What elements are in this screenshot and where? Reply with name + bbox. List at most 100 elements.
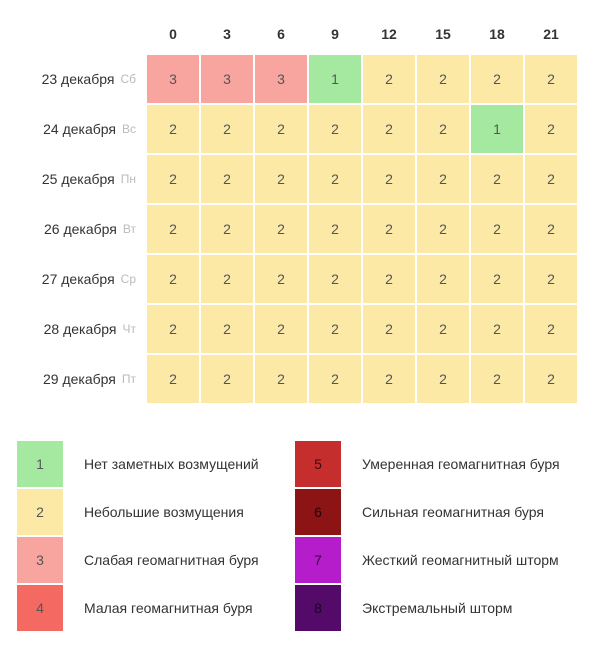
grid-cell: 2 (254, 254, 308, 304)
legend: 1Нет заметных возмущений5Умеренная геома… (16, 440, 598, 632)
grid-cell: 2 (524, 104, 578, 154)
row-label: 29 декабря Пт (16, 354, 146, 404)
grid-cell: 2 (416, 254, 470, 304)
legend-label: Экстремальный шторм (342, 584, 602, 632)
grid-cell: 2 (524, 354, 578, 404)
row-label: 26 декабря Вт (16, 204, 146, 254)
grid-cell: 2 (470, 154, 524, 204)
grid-cell: 2 (146, 154, 200, 204)
row-dow: Пт (122, 372, 136, 386)
grid-cell: 2 (254, 354, 308, 404)
grid-cell: 2 (200, 204, 254, 254)
row-label: 27 декабря Ср (16, 254, 146, 304)
row-date: 25 декабря (42, 171, 115, 187)
grid-cell: 2 (308, 154, 362, 204)
hour-header: 21 (524, 16, 578, 54)
grid-cell: 3 (200, 54, 254, 104)
grid-cell: 2 (524, 304, 578, 354)
grid-cell: 2 (200, 354, 254, 404)
grid-cell: 2 (416, 154, 470, 204)
grid-cell: 1 (470, 104, 524, 154)
grid-cell: 2 (416, 204, 470, 254)
grid-cell: 2 (308, 104, 362, 154)
grid-cell: 2 (470, 54, 524, 104)
grid-cell: 2 (308, 254, 362, 304)
grid-cell: 2 (254, 204, 308, 254)
grid-cell: 2 (524, 254, 578, 304)
grid-cell: 2 (524, 54, 578, 104)
legend-swatch: 2 (16, 488, 64, 536)
row-dow: Сб (120, 72, 136, 86)
grid-cell: 2 (200, 154, 254, 204)
row-date: 26 декабря (44, 221, 117, 237)
geomagnetic-grid: 03691215182123 декабряСб3331222224 декаб… (16, 16, 598, 404)
grid-cell: 2 (362, 154, 416, 204)
grid-cell: 2 (362, 54, 416, 104)
legend-label: Жесткий геомагнитный шторм (342, 536, 602, 584)
hour-header: 15 (416, 16, 470, 54)
legend-label: Слабая геомагнитная буря (64, 536, 294, 584)
legend-swatch: 8 (294, 584, 342, 632)
grid-cell: 2 (254, 154, 308, 204)
grid-cell: 2 (200, 254, 254, 304)
legend-swatch: 6 (294, 488, 342, 536)
legend-swatch: 5 (294, 440, 342, 488)
grid-cell: 2 (200, 304, 254, 354)
hour-header: 0 (146, 16, 200, 54)
legend-label: Небольшие возмущения (64, 488, 294, 536)
grid-cell: 2 (470, 354, 524, 404)
row-dow: Ср (121, 272, 136, 286)
grid-cell: 2 (416, 304, 470, 354)
grid-cell: 2 (146, 104, 200, 154)
legend-swatch: 1 (16, 440, 64, 488)
hour-header: 18 (470, 16, 524, 54)
legend-swatch: 3 (16, 536, 64, 584)
grid-cell: 2 (470, 254, 524, 304)
row-date: 28 декабря (44, 321, 117, 337)
row-dow: Пн (121, 172, 136, 186)
hour-header: 6 (254, 16, 308, 54)
grid-cell: 2 (308, 354, 362, 404)
row-label: 28 декабря Чт (16, 304, 146, 354)
row-date: 29 декабря (43, 371, 116, 387)
grid-cell: 2 (146, 354, 200, 404)
legend-label: Малая геомагнитная буря (64, 584, 294, 632)
legend-label: Умеренная геомагнитная буря (342, 440, 602, 488)
grid-cell: 2 (254, 304, 308, 354)
grid-cell: 1 (308, 54, 362, 104)
grid-cell: 2 (146, 254, 200, 304)
grid-cell: 3 (146, 54, 200, 104)
grid-cell: 2 (308, 204, 362, 254)
grid-cell: 2 (362, 204, 416, 254)
grid-cell: 2 (416, 54, 470, 104)
legend-swatch: 7 (294, 536, 342, 584)
row-dow: Вт (123, 222, 136, 236)
hour-header: 9 (308, 16, 362, 54)
row-label: 25 декабря Пн (16, 154, 146, 204)
row-date: 27 декабря (42, 271, 115, 287)
grid-cell: 2 (254, 104, 308, 154)
grid-cell: 2 (362, 104, 416, 154)
grid-cell: 2 (362, 304, 416, 354)
grid-cell: 2 (524, 154, 578, 204)
grid-cell: 2 (362, 354, 416, 404)
legend-label: Нет заметных возмущений (64, 440, 294, 488)
row-dow: Чт (123, 322, 137, 336)
grid-cell: 2 (146, 204, 200, 254)
grid-cell: 2 (146, 304, 200, 354)
row-label: 24 декабряВс (16, 104, 146, 154)
grid-cell: 3 (254, 54, 308, 104)
grid-cell: 2 (416, 354, 470, 404)
legend-label: Сильная геомагнитная буря (342, 488, 602, 536)
row-date: 24 декабря (43, 121, 116, 137)
grid-cell: 2 (308, 304, 362, 354)
hour-header: 12 (362, 16, 416, 54)
row-date: 23 декабря (42, 71, 115, 87)
grid-cell: 2 (524, 204, 578, 254)
legend-swatch: 4 (16, 584, 64, 632)
grid-cell: 2 (416, 104, 470, 154)
hour-header: 3 (200, 16, 254, 54)
grid-cell: 2 (362, 254, 416, 304)
grid-cell: 2 (200, 104, 254, 154)
row-label: 23 декабря Сб (16, 54, 146, 104)
